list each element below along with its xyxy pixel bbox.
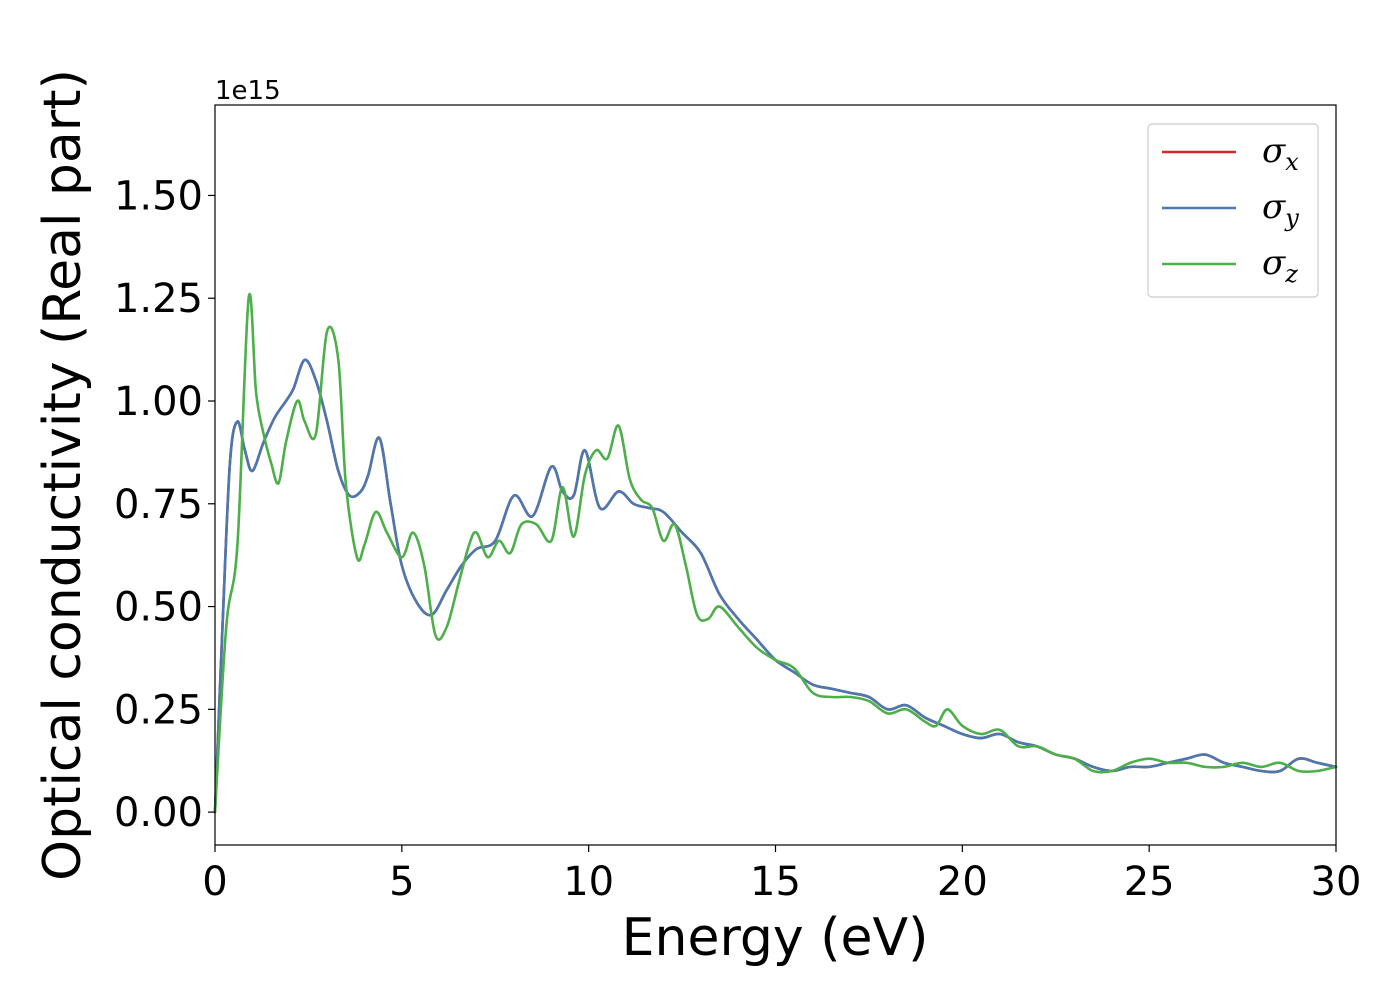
y-tick-label: 1.00 (114, 379, 203, 425)
legend-label-x: σx (1262, 131, 1299, 176)
y-tick-label: 1.50 (114, 173, 203, 219)
x-tick-label: 20 (937, 859, 988, 905)
x-axis-title: Energy (eV) (622, 908, 929, 968)
y-axis: 0.00 0.25 0.50 0.75 1.00 1.25 1.50 (114, 173, 215, 836)
legend-box (1147, 123, 1319, 298)
x-tick-label: 30 (1311, 859, 1362, 905)
y-tick-label: 1.25 (114, 276, 203, 322)
x-axis: 0 5 10 15 20 25 30 (202, 845, 1361, 905)
y-tick-label: 0.00 (114, 790, 203, 836)
plot-lines (213, 293, 1338, 814)
x-tick-label: 15 (750, 859, 801, 905)
y-tick-label: 0.75 (114, 482, 203, 528)
x-tick-label: 5 (389, 859, 414, 905)
y-offset-label: 1e15 (215, 76, 281, 106)
y-tick-label: 0.25 (114, 687, 203, 733)
legend: σx σy σz (1147, 123, 1319, 298)
y-tick-label: 0.50 (114, 585, 203, 631)
x-tick-label: 10 (563, 859, 614, 905)
legend-label-y: σy (1262, 187, 1299, 232)
x-tick-label: 0 (202, 859, 227, 905)
x-tick-label: 25 (1124, 859, 1175, 905)
series-line-z (213, 293, 1338, 814)
legend-label-z: σz (1262, 243, 1298, 288)
y-axis-title: Optical conductivity (Real part) (33, 69, 93, 881)
